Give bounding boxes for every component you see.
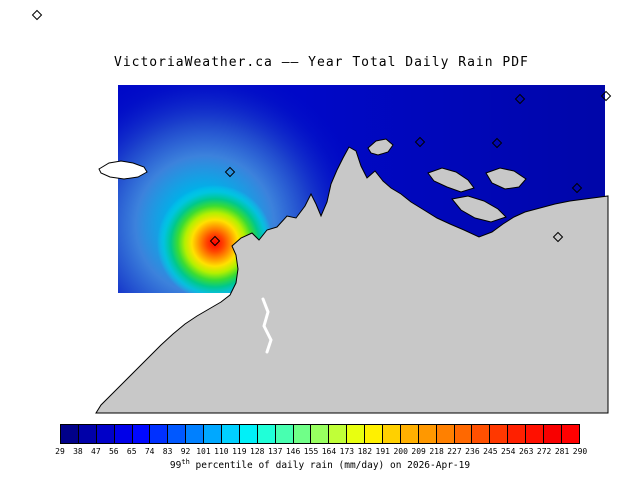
colorbar-cell <box>311 425 330 443</box>
colorbar-tick-label: 263 <box>518 447 534 456</box>
colorbar-cell <box>561 425 579 443</box>
colorbar-tick-label: 254 <box>501 447 516 456</box>
colorbar-tick-label: 92 <box>180 447 191 456</box>
colorbar-tick-label: 182 <box>357 447 373 456</box>
plot-title: VictoriaWeather.ca –– Year Total Daily R… <box>114 55 529 70</box>
colorbar-cell <box>544 425 562 443</box>
station-markers <box>31 9 612 247</box>
colorbar-cell <box>400 425 419 443</box>
colorbar-tick-label: 119 <box>232 447 247 456</box>
colorbar-cell <box>436 425 455 443</box>
station-marker <box>514 93 526 105</box>
landmass <box>95 146 609 414</box>
colorbar-tick-label: 164 <box>321 447 337 456</box>
island <box>485 167 527 190</box>
colorbar-cell <box>61 425 79 443</box>
colorbar-cell <box>96 425 115 443</box>
colorbar-cell <box>454 425 473 443</box>
colorbar-tick-label: 110 <box>214 447 229 456</box>
colorbar-cell <box>490 425 509 443</box>
station-marker <box>600 90 612 102</box>
caption-ordinal: th <box>181 458 190 466</box>
colorbar <box>60 424 580 444</box>
caption-rest: percentile of daily rain (mm/day) on 202… <box>189 460 471 472</box>
colorbar-tick-label: 218 <box>429 447 444 456</box>
colorbar-tick-label: 191 <box>375 447 390 456</box>
colorbar-cell <box>204 425 223 443</box>
colorbar-tick-label: 146 <box>285 447 301 456</box>
colorbar-tick-label: 227 <box>447 447 462 456</box>
colorbar-cell <box>186 425 205 443</box>
colorbar-tick-label: 272 <box>536 447 552 456</box>
colorbar-cell <box>168 425 187 443</box>
colorbar-cell <box>275 425 294 443</box>
colorbar-cell <box>222 425 240 443</box>
island-west <box>98 160 148 180</box>
colorbar-tick-label: 290 <box>572 447 588 456</box>
colorbar-cell <box>329 425 348 443</box>
colorbar-tick-label: 137 <box>267 447 283 456</box>
colorbar-tick-label: 209 <box>411 447 426 456</box>
caption-prefix: 99 <box>169 460 182 472</box>
station-marker <box>414 136 426 148</box>
colorbar-labels: 29 38 47 56 65 74 83 92 101 110 119 128 137 146 155 164… <box>55 447 587 457</box>
colorbar-tick-label: 173 <box>339 447 355 456</box>
colorbar-cell <box>150 425 169 443</box>
colorbar-cell <box>257 425 276 443</box>
colorbar-cell <box>239 425 258 443</box>
island <box>427 167 475 193</box>
colorbar-cell <box>293 425 312 443</box>
colorbar-tick-label: 155 <box>303 447 319 456</box>
colorbar-tick-label: 245 <box>483 447 498 456</box>
harbour-inlet <box>261 297 273 354</box>
colorbar-cell <box>347 425 366 443</box>
station-marker <box>571 182 583 194</box>
colorbar-cell <box>508 425 527 443</box>
station-marker <box>491 137 503 149</box>
station-marker <box>31 9 43 21</box>
colorbar-tick-label: 200 <box>393 447 408 456</box>
colorbar-cell <box>78 425 97 443</box>
colorbar-tick-label: 47 <box>91 447 101 456</box>
colorbar-cell <box>418 425 437 443</box>
colorbar-tick-label: 83 <box>162 447 173 456</box>
island <box>451 195 507 223</box>
colorbar-cell <box>526 425 545 443</box>
colorbar-tick-label: 56 <box>108 447 119 456</box>
colorbar-cell <box>383 425 401 443</box>
station-marker <box>209 235 221 247</box>
colorbar-tick-label: 101 <box>196 447 211 456</box>
colorbar-cell <box>114 425 133 443</box>
colorbar-tick-label: 128 <box>250 447 265 456</box>
colorbar-tick-label: 29 <box>55 447 65 456</box>
colorbar-tick-label: 38 <box>73 447 83 456</box>
colorbar-caption: 99th percentile of daily rain (mm/day) o… <box>0 458 640 471</box>
colorbar-cell <box>472 425 491 443</box>
colorbar-tick-label: 65 <box>126 447 137 456</box>
colorbar-tick-label: 236 <box>465 447 480 456</box>
colorbar-tick-label: 74 <box>144 447 155 456</box>
station-marker <box>224 166 236 178</box>
colorbar-cell <box>365 425 384 443</box>
colorbar-cell <box>132 425 151 443</box>
island <box>367 138 394 156</box>
station-marker <box>552 231 564 243</box>
colorbar-tick-label: 281 <box>554 447 570 456</box>
